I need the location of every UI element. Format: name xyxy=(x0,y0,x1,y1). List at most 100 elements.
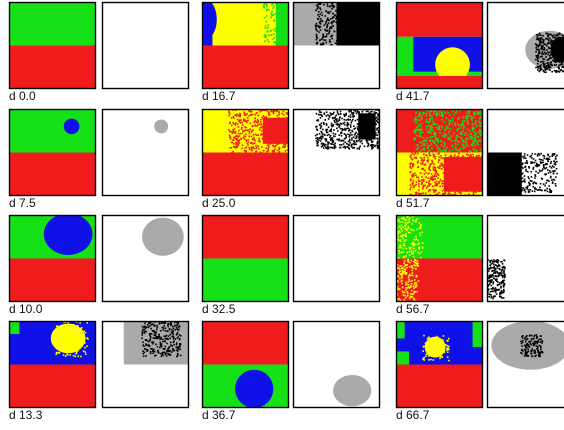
speckle xyxy=(57,340,59,342)
speckle xyxy=(247,144,249,146)
speckle xyxy=(316,25,318,27)
speckle xyxy=(539,356,541,358)
difference-image xyxy=(487,321,564,408)
speckle xyxy=(495,264,497,266)
speckle xyxy=(273,41,275,43)
speckle xyxy=(432,141,434,143)
speckle xyxy=(540,64,542,66)
speckle xyxy=(540,61,542,63)
speckle xyxy=(416,119,418,121)
speckle xyxy=(474,132,476,134)
speckle xyxy=(529,335,531,337)
speckle xyxy=(437,147,439,149)
speckle xyxy=(261,130,263,132)
speckle xyxy=(320,29,322,31)
speckle xyxy=(332,147,334,149)
speckle xyxy=(335,133,337,135)
blob xyxy=(333,375,371,406)
speckle xyxy=(321,123,323,125)
speckle xyxy=(265,147,267,149)
speckle xyxy=(475,120,477,122)
speckle xyxy=(409,254,411,256)
speckle xyxy=(444,122,446,124)
speckle xyxy=(463,127,465,129)
speckle xyxy=(346,143,348,145)
speckle xyxy=(153,337,155,339)
speckle xyxy=(420,228,422,230)
speckle xyxy=(417,147,419,149)
speckle xyxy=(448,124,450,126)
speckle xyxy=(283,114,285,116)
speckle xyxy=(533,335,535,337)
speckle xyxy=(144,348,146,350)
speckle xyxy=(258,148,260,150)
speckle xyxy=(437,141,439,143)
speckle xyxy=(442,116,444,118)
speckle xyxy=(326,130,328,132)
speckle xyxy=(524,153,526,155)
speckle xyxy=(448,119,450,121)
speckle xyxy=(329,39,331,41)
speckle xyxy=(407,284,409,286)
speckle xyxy=(410,260,412,262)
speckle xyxy=(543,61,545,63)
speckle xyxy=(422,242,424,244)
speckle xyxy=(320,117,322,119)
speckle xyxy=(439,114,441,116)
speckle xyxy=(476,133,478,135)
speckle xyxy=(230,138,232,140)
speckle xyxy=(533,167,535,169)
speckle xyxy=(525,341,527,343)
speckle xyxy=(493,275,495,277)
speckle xyxy=(435,346,437,348)
speckle xyxy=(154,355,156,357)
speckle xyxy=(425,176,427,178)
speckle xyxy=(327,11,329,13)
speckle xyxy=(479,139,481,141)
speckle xyxy=(84,351,86,353)
speckle xyxy=(540,183,542,185)
speckle xyxy=(160,330,162,332)
speckle xyxy=(328,126,330,128)
speckle xyxy=(264,40,266,42)
speckle xyxy=(447,356,449,358)
speckle xyxy=(496,267,498,269)
speckle xyxy=(316,39,318,41)
speckle xyxy=(436,183,438,185)
state-image xyxy=(9,213,96,302)
speckle xyxy=(337,110,339,112)
speckle xyxy=(420,132,422,134)
speckle xyxy=(436,123,438,125)
speckle xyxy=(435,167,437,169)
speckle xyxy=(408,232,410,234)
speckle xyxy=(338,134,340,136)
speckle xyxy=(77,343,79,345)
speckle xyxy=(253,134,255,136)
speckle xyxy=(276,115,278,117)
speckle xyxy=(251,150,253,152)
speckle xyxy=(528,355,530,357)
speckle xyxy=(417,193,419,195)
speckle xyxy=(555,158,557,160)
speckle xyxy=(332,141,334,143)
speckle xyxy=(461,131,463,133)
speckle xyxy=(503,280,505,282)
speckle xyxy=(502,277,504,279)
speckle xyxy=(419,253,421,255)
speckle xyxy=(547,59,549,61)
speckle xyxy=(233,123,235,125)
speckle xyxy=(399,271,401,273)
speckle xyxy=(524,189,526,191)
speckle xyxy=(235,147,237,149)
speckle xyxy=(541,340,543,342)
speckle xyxy=(412,242,414,244)
speckle xyxy=(335,10,337,12)
speckle xyxy=(418,248,420,250)
speckle xyxy=(450,155,452,157)
speckle xyxy=(536,38,538,40)
speckle xyxy=(334,121,336,123)
speckle xyxy=(79,322,81,324)
speckle xyxy=(444,112,446,114)
speckle xyxy=(530,171,532,173)
speckle xyxy=(279,16,281,18)
